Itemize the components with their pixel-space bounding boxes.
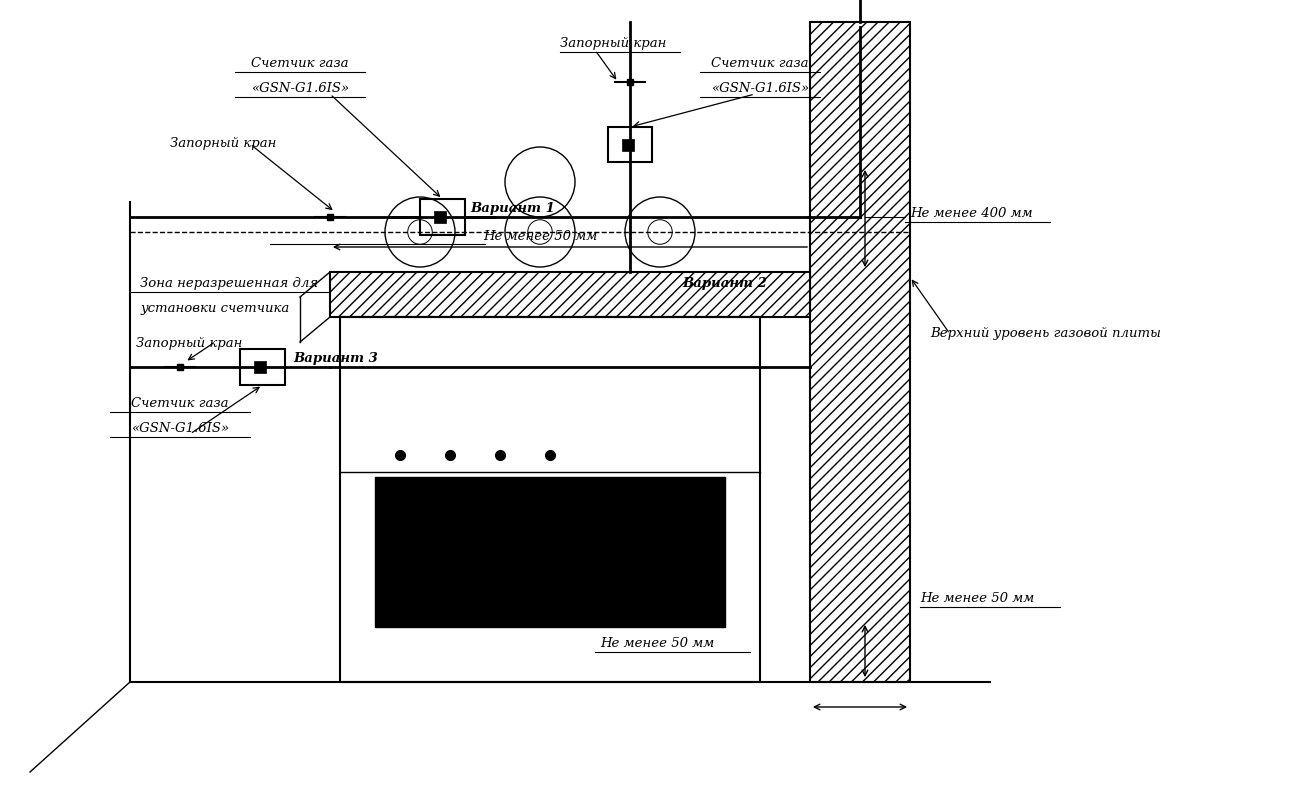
Text: «GSN-G1.6IS»: «GSN-G1.6IS»	[711, 82, 809, 95]
Bar	[621, 139, 634, 151]
Text: Запорный кран: Запорный кран	[136, 337, 243, 350]
Text: Не менее 50 мм: Не менее 50 мм	[599, 637, 714, 650]
Text: Счетчик газа: Счетчик газа	[712, 57, 809, 70]
Text: «GSN-G1.6IS»: «GSN-G1.6IS»	[251, 82, 349, 95]
Bar	[609, 127, 652, 162]
Text: Счетчик газа: Счетчик газа	[132, 397, 229, 410]
Text: Вариант 2: Вариант 2	[682, 277, 767, 290]
Text: Счетчик газа: Счетчик газа	[251, 57, 349, 70]
Bar	[434, 211, 446, 223]
Text: Зона неразрешенная для: Зона неразрешенная для	[140, 277, 318, 290]
Text: Вариант 1: Вариант 1	[470, 202, 554, 215]
Bar	[329, 272, 810, 317]
Bar	[810, 22, 910, 682]
Text: Запорный кран: Запорный кран	[171, 137, 276, 150]
Bar	[375, 477, 725, 627]
Bar	[340, 317, 760, 682]
Bar	[420, 199, 465, 235]
Text: Верхний уровень газовой плиты: Верхний уровень газовой плиты	[930, 327, 1162, 340]
Text: Не менее 50 мм: Не менее 50 мм	[920, 592, 1035, 605]
Bar	[240, 349, 286, 385]
Text: Запорный кран: Запорный кран	[559, 37, 667, 50]
Text: Не менее 50 мм: Не менее 50 мм	[483, 230, 597, 243]
Text: Не менее 400 мм: Не менее 400 мм	[910, 207, 1032, 220]
Bar	[253, 361, 265, 373]
Text: Вариант 3: Вариант 3	[293, 352, 377, 365]
Text: «GSN-G1.6IS»: «GSN-G1.6IS»	[130, 422, 229, 435]
Text: установки счетчика: установки счетчика	[140, 302, 289, 315]
